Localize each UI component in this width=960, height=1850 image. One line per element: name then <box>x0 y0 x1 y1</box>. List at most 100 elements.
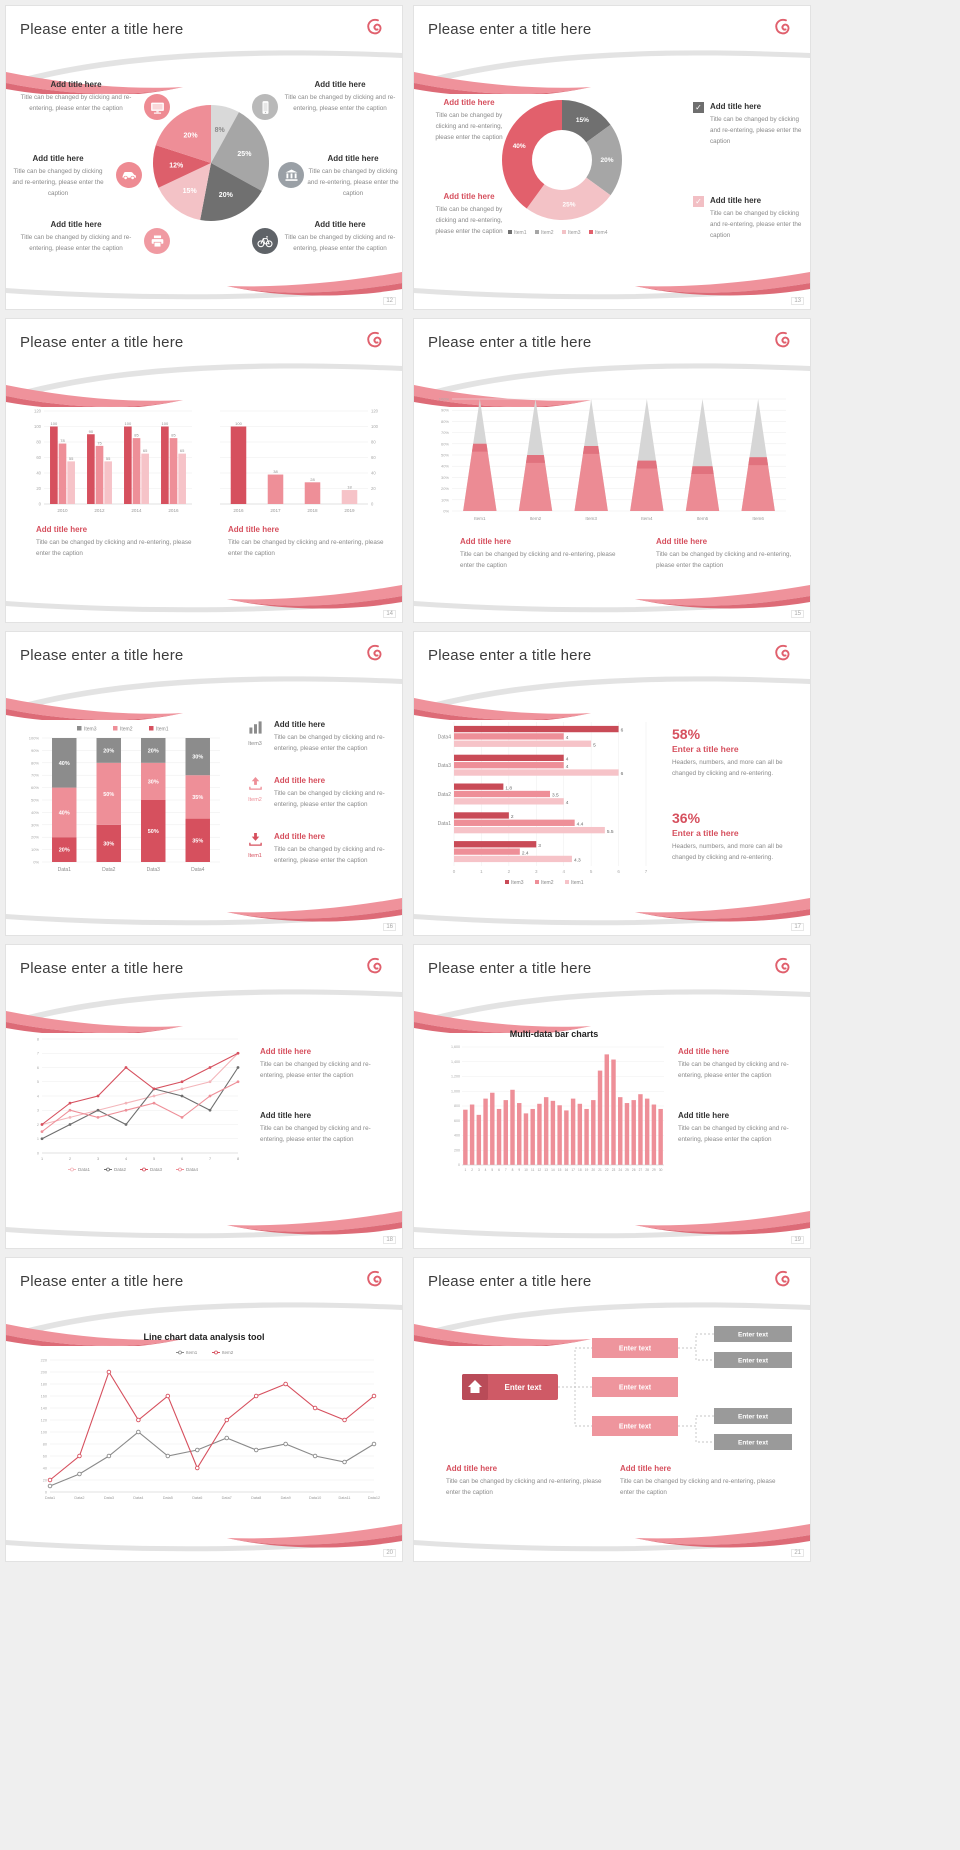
svg-text:90: 90 <box>89 429 94 434</box>
svg-text:78: 78 <box>60 438 65 443</box>
block-caption: Title can be changed by clicking and re-… <box>36 539 192 558</box>
svg-text:85: 85 <box>134 433 139 438</box>
top-wave-decoration <box>6 989 402 1033</box>
slide-preview-20[interactable]: Please enter a title here Line chart dat… <box>5 1257 403 1562</box>
svg-text:Item2: Item2 <box>541 880 554 886</box>
download-icon: Item1 <box>240 832 270 859</box>
block-caption: Title can be changed by clicking and re-… <box>260 1061 371 1080</box>
svg-text:30%: 30% <box>103 841 114 847</box>
text-block: Add title here Title can be changed by cl… <box>460 537 622 571</box>
svg-text:Data3: Data3 <box>104 1496 114 1500</box>
svg-text:Enter text: Enter text <box>619 1346 652 1353</box>
svg-text:Data1: Data1 <box>58 867 72 873</box>
checkbox-icon[interactable]: ✓ <box>693 196 704 207</box>
block-caption: Title can be changed by clicking and re-… <box>274 734 385 753</box>
svg-text:2: 2 <box>37 1123 39 1127</box>
svg-text:100: 100 <box>51 421 58 426</box>
svg-text:10%: 10% <box>441 497 449 502</box>
bar-chart-icon: Item3 <box>240 720 270 747</box>
svg-text:Item3: Item3 <box>585 516 597 521</box>
brand-logo-icon <box>363 328 390 355</box>
checkbox-icon[interactable]: ✓ <box>693 102 704 113</box>
text-block: Add title here Title can be changed by cl… <box>428 98 510 143</box>
block-caption: Title can be changed by clicking and re-… <box>435 206 503 236</box>
svg-text:Data7: Data7 <box>222 1496 232 1500</box>
slide-preview-12[interactable]: Please enter a title here 8% 25% 20% 15% 12%… <box>5 5 403 310</box>
block-title: Add title here <box>678 1111 730 1120</box>
svg-text:20: 20 <box>36 486 41 491</box>
svg-text:15%: 15% <box>183 188 198 195</box>
svg-text:800: 800 <box>454 1104 460 1108</box>
svg-text:6: 6 <box>617 869 620 874</box>
svg-text:0: 0 <box>371 502 374 507</box>
svg-text:Data3: Data3 <box>438 763 452 769</box>
top-wave-decoration <box>414 676 810 720</box>
svg-text:19: 19 <box>585 1168 589 1172</box>
svg-text:5: 5 <box>590 869 593 874</box>
text-block: Add title here Title can be changed by cl… <box>8 154 108 199</box>
svg-text:7: 7 <box>209 1157 211 1161</box>
block-title: Add title here <box>656 537 708 546</box>
bottom-wave-decoration <box>6 1524 402 1552</box>
svg-text:90%: 90% <box>31 748 39 753</box>
text-block: Add title here Title can be changed by cl… <box>710 196 804 241</box>
page-number: 17 <box>791 923 804 931</box>
slide-preview-15[interactable]: Please enter a title here 0% 10% 20% 30% 40%… <box>413 318 811 623</box>
svg-text:30%: 30% <box>148 779 159 785</box>
svg-text:Data3: Data3 <box>150 1167 163 1172</box>
svg-text:100: 100 <box>371 424 379 429</box>
flow-diagram: Enter text Enter text Enter text Enter text… <box>432 1322 794 1456</box>
svg-text:Item4: Item4 <box>595 230 608 236</box>
svg-text:4.3: 4.3 <box>574 858 581 864</box>
stat-caption: Headers, numbers, and more can all be ch… <box>672 759 783 778</box>
svg-text:400: 400 <box>454 1134 460 1138</box>
slide-preview-14[interactable]: Please enter a title here 0 20 40 60 80 100 12… <box>5 318 403 623</box>
bottom-wave-decoration <box>414 898 810 926</box>
stacked-bar-chart: Item3 Item2 Item1 0% 10% 20% 30% 40% 50% 60% 70% 80… <box>20 722 226 874</box>
svg-text:29: 29 <box>652 1168 656 1172</box>
svg-text:Item4: Item4 <box>641 516 653 521</box>
svg-text:80: 80 <box>36 440 41 445</box>
svg-text:40: 40 <box>371 471 376 476</box>
svg-text:6: 6 <box>621 771 624 777</box>
svg-text:Data2: Data2 <box>102 867 116 873</box>
svg-text:40: 40 <box>43 1466 47 1470</box>
block-title: Add title here <box>446 1464 498 1473</box>
svg-text:25%: 25% <box>563 201 576 208</box>
text-block: Add title here Title can be changed by cl… <box>306 154 400 199</box>
bottom-wave-decoration <box>6 1211 402 1239</box>
stat-title: Enter a title here <box>672 828 739 838</box>
text-block: Add title here Title can be changed by cl… <box>620 1464 780 1498</box>
block-title: Add title here <box>327 154 379 163</box>
svg-text:2: 2 <box>508 869 511 874</box>
slide-preview-13[interactable]: Please enter a title here Add title here… <box>413 5 811 310</box>
block-caption: Title can be changed by clicking and re-… <box>284 94 396 113</box>
svg-text:2.4: 2.4 <box>522 850 529 856</box>
bottom-wave-decoration <box>414 585 810 613</box>
slide-preview-19[interactable]: Please enter a title here Multi-data bar… <box>413 944 811 1249</box>
svg-text:Data8: Data8 <box>251 1496 261 1500</box>
svg-text:20%: 20% <box>59 848 70 854</box>
svg-text:80%: 80% <box>441 419 449 424</box>
svg-text:140: 140 <box>41 1406 47 1410</box>
svg-text:20%: 20% <box>600 157 613 164</box>
page-number: 20 <box>383 1549 396 1557</box>
svg-text:16: 16 <box>565 1168 569 1172</box>
slide-preview-16[interactable]: Please enter a title here Item3 Item2 Item… <box>5 631 403 936</box>
svg-text:35%: 35% <box>192 838 203 844</box>
svg-text:120: 120 <box>41 1418 47 1422</box>
svg-text:80: 80 <box>43 1442 47 1446</box>
slide-title: Please enter a title here <box>428 960 592 977</box>
text-block: Add title here Title can be changed by cl… <box>656 537 796 571</box>
svg-text:8%: 8% <box>215 127 226 134</box>
svg-text:160: 160 <box>41 1394 47 1398</box>
svg-text:Data4: Data4 <box>133 1496 143 1500</box>
svg-text:85: 85 <box>171 433 176 438</box>
block-title: Add title here <box>50 80 102 89</box>
svg-text:100: 100 <box>162 421 169 426</box>
slide-preview-17[interactable]: Please enter a title here 0 1 2 3 4 5 6 7 Data4 6… <box>413 631 811 936</box>
slide-preview-21[interactable]: Please enter a title here Enter text Ente… <box>413 1257 811 1562</box>
block-caption: Title can be changed by clicking and re-… <box>307 168 399 198</box>
svg-text:100: 100 <box>41 1430 47 1434</box>
